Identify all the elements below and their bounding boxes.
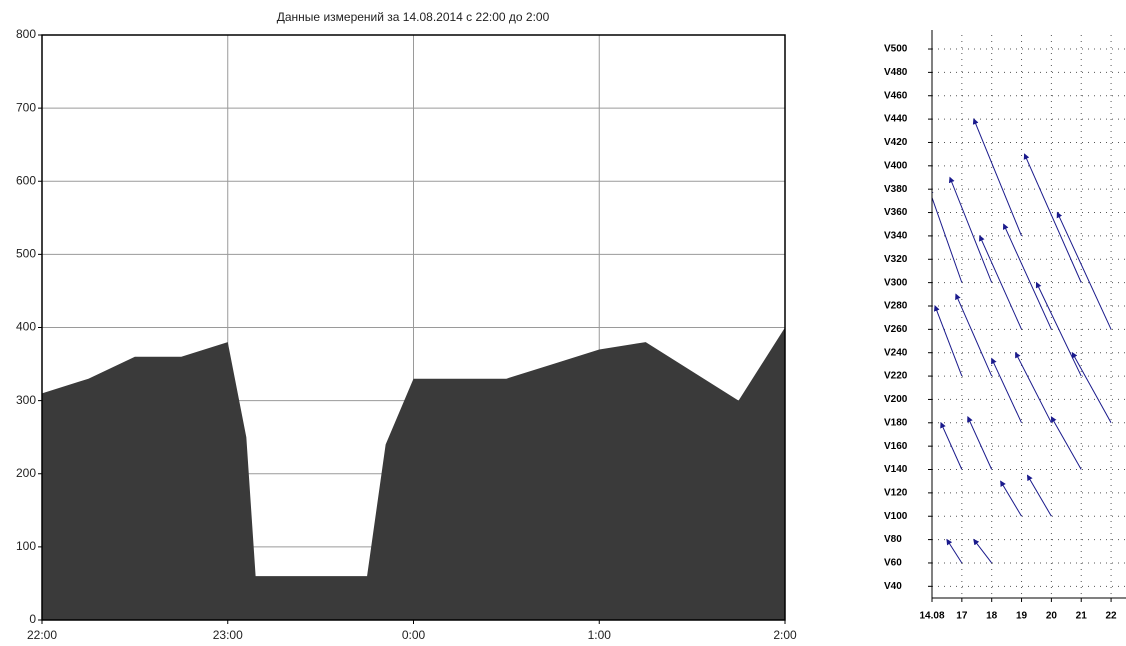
y-tick-label: V220	[884, 371, 908, 382]
wind-vector-chart: V40 V60 V80 V100 V120 V140 V160 V180 V200 V220 V24…	[884, 30, 1126, 622]
x-tick-label: 17	[956, 611, 968, 622]
y-tick-label: V360	[884, 207, 908, 218]
wind-vector	[979, 234, 1022, 330]
wind-vector	[1002, 223, 1052, 330]
x-tick-label: 2:00	[773, 628, 797, 642]
y-tick-label: V420	[884, 137, 908, 148]
plot-area	[42, 35, 785, 620]
y-tick-label: V280	[884, 301, 908, 312]
wind-vector	[1056, 211, 1112, 330]
y-tick-label: 100	[16, 539, 36, 553]
wind-vector	[955, 293, 993, 377]
y-tick-label: 400	[16, 320, 36, 334]
wind-vector	[933, 305, 963, 377]
wind-vector	[940, 421, 963, 470]
plot-area	[932, 35, 1126, 598]
wind-vector	[967, 416, 993, 470]
wind-vector	[1050, 416, 1082, 470]
y-tick-label: V120	[884, 488, 908, 499]
y-tick-label: V380	[884, 184, 908, 195]
y-tick-label: 500	[16, 247, 36, 261]
x-tick-label: 20	[1046, 611, 1058, 622]
wind-vector	[948, 176, 993, 283]
y-tick-label: V240	[884, 347, 908, 358]
wind-vector	[932, 188, 963, 283]
wind-vector	[991, 357, 1022, 424]
y-tick-label: V300	[884, 277, 908, 288]
y-tick-label: 600	[16, 173, 36, 187]
x-tick-label: 0:00	[402, 628, 426, 642]
wind-vector	[1023, 153, 1082, 283]
y-tick-label: V100	[884, 511, 908, 522]
x-tick-label: 22	[1106, 611, 1118, 622]
x-tick-label: 14.08	[919, 611, 944, 622]
y-tick-label: 0	[29, 612, 36, 626]
y-tick-label: V40	[884, 581, 902, 592]
y-tick-label: 200	[16, 466, 36, 480]
x-tick-label: 21	[1076, 611, 1088, 622]
echogram-chart: Данные измерений за 14.08.2014 с 22:00 д…	[16, 10, 797, 642]
y-tick-label: V140	[884, 464, 908, 475]
chart-title: Данные измерений за 14.08.2014 с 22:00 д…	[277, 10, 550, 24]
y-tick-label: V320	[884, 254, 908, 265]
plot-frame	[41, 34, 786, 621]
y-tick-label: V80	[884, 534, 902, 545]
wind-vector	[1071, 351, 1112, 424]
y-tick-label: V60	[884, 558, 902, 569]
wind-vector	[972, 118, 1023, 237]
y-tick-label: 800	[16, 27, 36, 41]
wind-vector	[1015, 351, 1052, 424]
y-tick-label: V260	[884, 324, 908, 335]
y-tick-label: V180	[884, 417, 908, 428]
y-tick-label: 300	[16, 393, 36, 407]
y-tick-label: V480	[884, 67, 908, 78]
y-tick-label: 700	[16, 100, 36, 114]
wind-vector	[946, 538, 963, 564]
y-tick-label: V460	[884, 90, 908, 101]
wind-vector	[1027, 474, 1052, 517]
x-tick-label: 18	[986, 611, 998, 622]
wind-vector	[1000, 480, 1022, 517]
wind-vector	[1035, 281, 1082, 377]
y-tick-label: V200	[884, 394, 908, 405]
echo-area	[42, 327, 785, 620]
y-tick-label: V160	[884, 441, 908, 452]
x-tick-label: 22:00	[27, 628, 57, 642]
y-tick-label: V400	[884, 160, 908, 171]
y-tick-label: V340	[884, 231, 908, 242]
y-tick-label: V500	[884, 44, 908, 55]
x-tick-label: 1:00	[588, 628, 612, 642]
wind-vector	[973, 538, 993, 564]
x-tick-label: 19	[1016, 611, 1028, 622]
y-tick-label: V440	[884, 114, 908, 125]
x-tick-label: 23:00	[213, 628, 243, 642]
